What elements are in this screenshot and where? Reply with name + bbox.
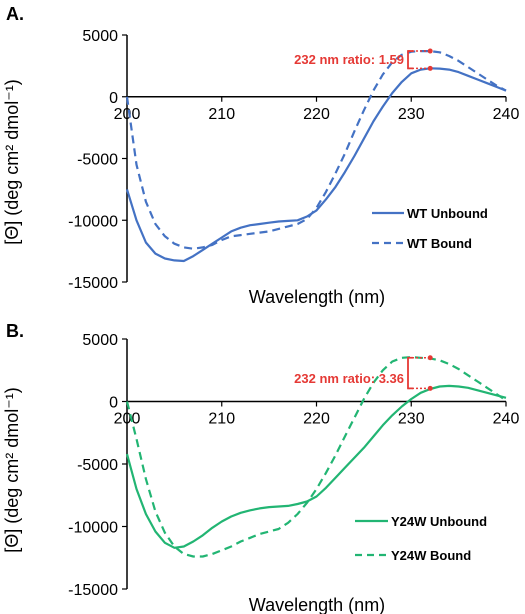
x-tick-label: 230 [398,411,425,428]
y-axis-label: [Θ] (deg cm² dmol⁻¹) [2,79,22,245]
x-tick-label: 210 [208,106,235,123]
x-axis-label: Wavelength (nm) [249,595,385,614]
y-tick-label: -10000 [68,213,118,230]
y-axis-label: [Θ] (deg cm² dmol⁻¹) [2,387,22,553]
legend: Y24W Unbound Y24W Bound [355,514,487,563]
y-tick-label: -5000 [77,457,118,474]
panel-a: A. [Θ] (deg cm² dmol⁻¹) Wavelength (nm) … [2,4,519,307]
x-tick-label: 210 [208,411,235,428]
axes [126,339,506,589]
ratio-point-top [427,355,433,361]
panel-label: A. [6,4,24,24]
axes [126,35,506,282]
legend: WT Unbound WT Bound [372,206,488,251]
ratio-point-top [427,48,433,54]
series-lines [125,50,507,263]
ratio-point-bottom [427,385,433,391]
x-tick-label: 240 [493,106,520,123]
y-tick-label: 0 [109,395,118,412]
ratio-point-bottom [427,65,433,71]
panel-b: B. [Θ] (deg cm² dmol⁻¹) Wavelength (nm) … [2,321,519,614]
legend-label: WT Unbound [407,206,488,221]
ratio-bracket [407,356,413,390]
x-tick-label: 220 [303,106,330,123]
y-tick-label: -5000 [77,152,118,169]
series-line-solid [125,67,507,263]
panel-label: B. [6,321,24,341]
legend-label: Y24W Unbound [391,514,487,529]
y-tick-label: -15000 [68,582,118,599]
series-line-dashed [125,356,507,558]
legend-label: WT Bound [407,236,472,251]
y-tick-label: -10000 [68,520,118,537]
ratio-annotation-label: 232 nm ratio: 1.59 [294,52,404,67]
y-ticks: 5000 0 -5000 -10000 -15000 [68,332,127,599]
y-tick-label: 5000 [82,28,118,45]
x-axis-label: Wavelength (nm) [249,287,385,307]
ratio-annotation: 232 nm ratio: 1.59 [294,48,433,71]
y-ticks: 5000 0 -5000 -10000 -15000 [68,28,127,292]
series-line-dashed [125,50,507,250]
series-line-solid [125,384,507,549]
x-ticks: 200 210 220 230 240 [114,96,520,123]
y-tick-label: 0 [109,90,118,107]
x-tick-label: 230 [398,106,425,123]
x-tick-label: 240 [493,411,520,428]
y-tick-label: -15000 [68,275,118,292]
x-ticks: 200 210 220 230 240 [114,401,520,428]
ratio-annotation-label: 232 nm ratio: 3.36 [294,371,404,386]
ratio-annotation: 232 nm ratio: 3.36 [294,355,433,391]
y-tick-label: 5000 [82,332,118,349]
x-tick-label: 220 [303,411,330,428]
series-lines [125,356,507,558]
ratio-bracket [407,50,413,70]
legend-label: Y24W Bound [391,548,471,563]
